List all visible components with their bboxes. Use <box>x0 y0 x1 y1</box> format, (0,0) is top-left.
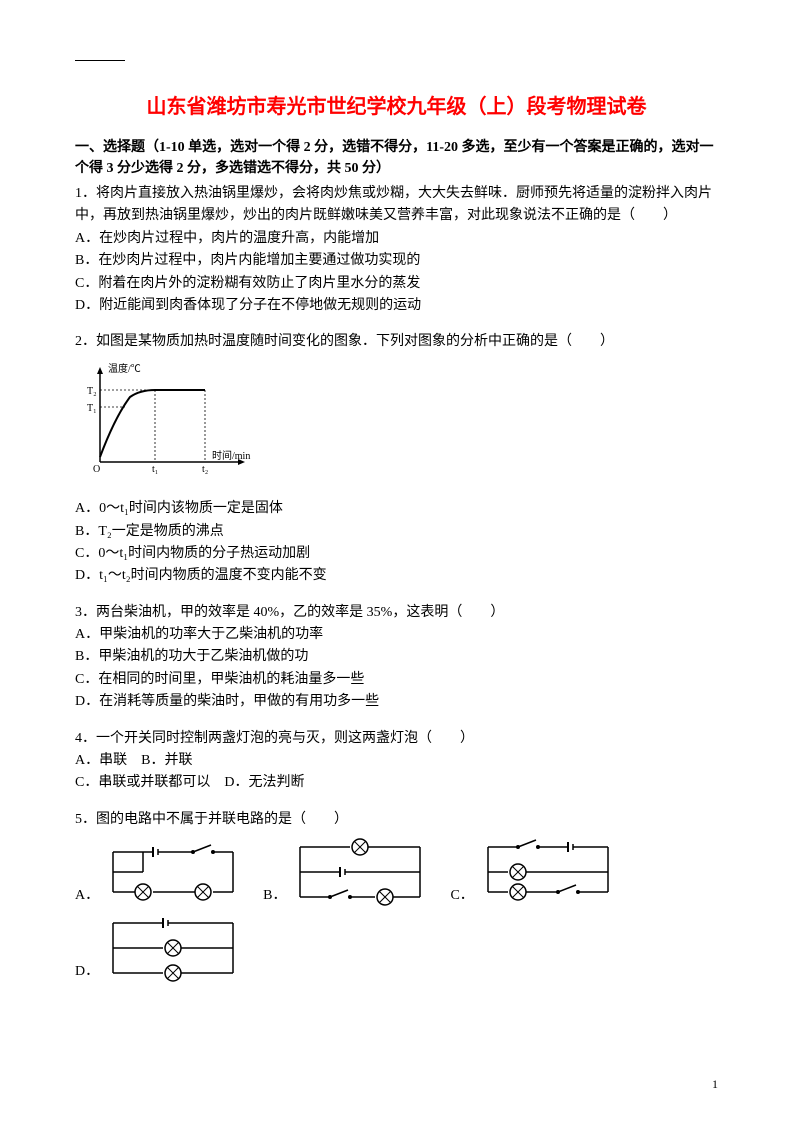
q5-circuit-d: D． <box>75 913 243 983</box>
q1-option-d: D．附近能闻到肉香体现了分子在不停地做无规则的运动 <box>75 295 718 317</box>
graph-ylabel: 温度/℃ <box>108 362 141 375</box>
graph-t1: T₁ <box>87 403 97 414</box>
q4-text: 4．一个开关同时控制两盏灯泡的亮与灭，则这两盏灯泡（ ） <box>75 728 718 750</box>
q3-option-c: C．在相同的时间里，甲柴油机的耗油量多一些 <box>75 669 718 691</box>
section-header: 一、选择题（1-10 单选，选对一个得 2 分，选错不得分，11-20 多选，至… <box>75 137 718 179</box>
q4-option-b: B．并联 <box>141 753 192 768</box>
q2-option-b: B．T₂一定是物质的沸点 <box>75 521 718 543</box>
q4-options-row1: A．串联 B．并联 <box>75 750 718 772</box>
q1-text: 1．将肉片直接放入热油锅里爆炒，会将肉炒焦或炒糊，大大失去鲜味．厨师预先将适量的… <box>75 183 718 228</box>
q5-label-b: B． <box>263 885 286 907</box>
q5-text: 5．图的电路中不属于并联电路的是（ ） <box>75 809 718 831</box>
q2-option-d: D．t₁～t₂时间内物质的温度不变内能不变 <box>75 565 718 587</box>
exam-title: 山东省潍坊市寿光市世纪学校九年级（上）段考物理试卷 <box>75 90 718 119</box>
question-3: 3．两台柴油机，甲的效率是 40%，乙的效率是 35%，这表明（ ） A．甲柴油… <box>75 602 718 714</box>
graph-x2: t₂ <box>202 464 208 475</box>
q5-circuit-c: C． <box>450 837 617 907</box>
q5-circuits-row2: D． <box>75 913 718 983</box>
q3-option-a: A．甲柴油机的功率大于乙柴油机的功率 <box>75 624 718 646</box>
q4-options-row2: C．串联或并联都可以 D．无法判断 <box>75 772 718 794</box>
circuit-b-icon <box>290 837 430 907</box>
q5-label-d: D． <box>75 961 99 983</box>
circuit-d-icon <box>103 913 243 983</box>
graph-xlabel: 时间/min <box>212 449 250 462</box>
q5-circuits-row1: A． <box>75 837 718 907</box>
q2-text: 2．如图是某物质加热时温度随时间变化的图象．下列对图象的分析中正确的是（ ） <box>75 331 718 353</box>
q1-option-c: C．附着在肉片外的淀粉糊有效防止了肉片里水分的蒸发 <box>75 273 718 295</box>
q3-option-b: B．甲柴油机的功大于乙柴油机做的功 <box>75 646 718 668</box>
q2-graph: 温度/℃ T₂ T₁ O t₁ t₂ 时间/min <box>75 362 718 490</box>
question-2: 2．如图是某物质加热时温度随时间变化的图象．下列对图象的分析中正确的是（ ） 温… <box>75 331 718 587</box>
question-5: 5．图的电路中不属于并联电路的是（ ） A． <box>75 809 718 983</box>
question-4: 4．一个开关同时控制两盏灯泡的亮与灭，则这两盏灯泡（ ） A．串联 B．并联 C… <box>75 728 718 795</box>
header-line <box>75 60 125 61</box>
temperature-graph-icon: 温度/℃ T₂ T₁ O t₁ t₂ 时间/min <box>75 362 255 482</box>
graph-t2: T₂ <box>87 386 97 397</box>
circuit-a-icon <box>103 837 243 907</box>
q3-text: 3．两台柴油机，甲的效率是 40%，乙的效率是 35%，这表明（ ） <box>75 602 718 624</box>
q5-circuit-a: A． <box>75 837 243 907</box>
q3-option-d: D．在消耗等质量的柴油时，甲做的有用功多一些 <box>75 691 718 713</box>
graph-origin: O <box>93 464 100 475</box>
circuit-c-icon <box>478 837 618 907</box>
q1-option-b: B．在炒肉片过程中，肉片内能增加主要通过做功实现的 <box>75 250 718 272</box>
question-1: 1．将肉片直接放入热油锅里爆炒，会将肉炒焦或炒糊，大大失去鲜味．厨师预先将适量的… <box>75 183 718 317</box>
q4-option-c: C．串联或并联都可以 <box>75 775 210 790</box>
q5-label-a: A． <box>75 885 99 907</box>
q5-circuit-b: B． <box>263 837 430 907</box>
q4-option-a: A．串联 <box>75 753 127 768</box>
q5-label-c: C． <box>450 885 473 907</box>
graph-x1: t₁ <box>152 464 158 475</box>
q2-option-c: C．0～t₁时间内物质的分子热运动加剧 <box>75 543 718 565</box>
page-number: 1 <box>712 1077 718 1092</box>
q2-option-a: A．0～t₁时间内该物质一定是固体 <box>75 498 718 520</box>
q1-option-a: A．在炒肉片过程中，肉片的温度升高，内能增加 <box>75 228 718 250</box>
q4-option-d: D．无法判断 <box>224 775 304 790</box>
